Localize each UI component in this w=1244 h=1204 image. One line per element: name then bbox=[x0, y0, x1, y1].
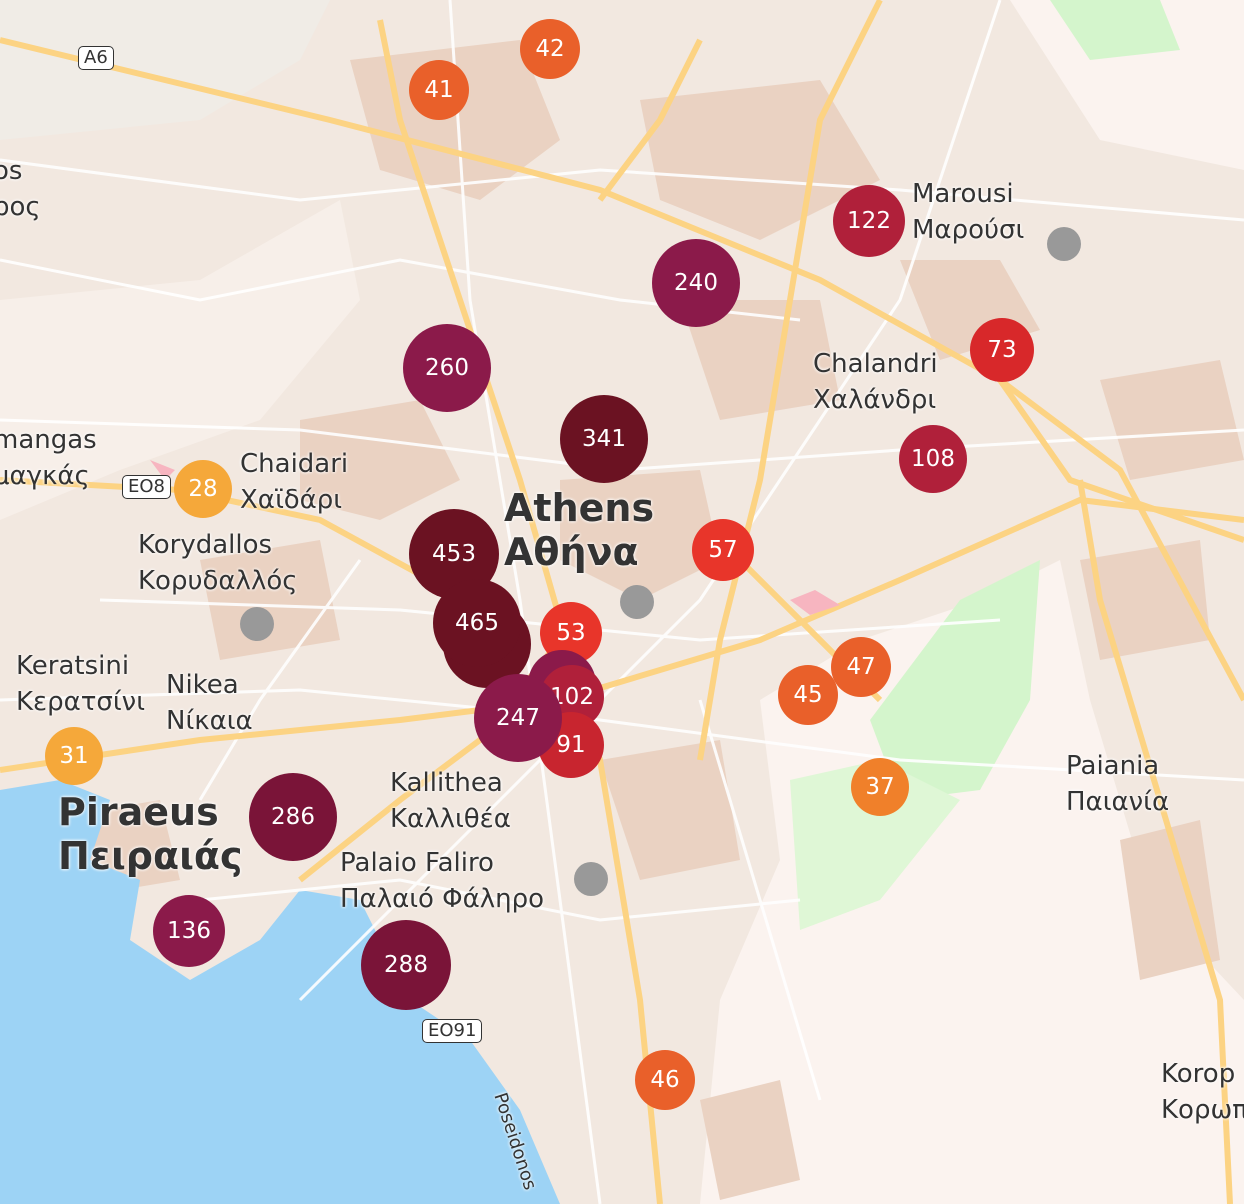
cluster-marker[interactable]: 46 bbox=[635, 1050, 695, 1110]
major-place-label: Athens Αθήνα bbox=[504, 486, 654, 574]
place-label: Palaio Faliro Παλαιό Φάληρο bbox=[340, 845, 544, 917]
place-name-local: μαγκάς bbox=[0, 461, 90, 491]
cluster-count: 37 bbox=[865, 774, 895, 800]
cluster-count: 31 bbox=[59, 743, 89, 769]
place-name-en: Kallithea bbox=[390, 768, 503, 798]
place-name-local: Αθήνα bbox=[504, 530, 639, 574]
cluster-count: 288 bbox=[384, 952, 428, 978]
cluster-marker[interactable]: 286 bbox=[249, 773, 337, 861]
major-place-label: Piraeus Πειραιάς bbox=[58, 790, 243, 878]
place-name-en: Keratsini bbox=[16, 651, 130, 681]
place-label: Paiania Παιανία bbox=[1066, 748, 1169, 820]
place-name-en: Chalandri bbox=[813, 349, 938, 379]
place-label: os ρος bbox=[0, 153, 41, 225]
place-name-en: Chaidari bbox=[240, 449, 349, 479]
cluster-marker[interactable]: 247 bbox=[474, 674, 562, 762]
place-name-local: Χαϊδάρι bbox=[240, 485, 343, 515]
station-marker[interactable] bbox=[1047, 227, 1081, 261]
cluster-count: 53 bbox=[556, 620, 586, 646]
cluster-count: 41 bbox=[424, 77, 454, 103]
cluster-marker[interactable]: 37 bbox=[851, 758, 909, 816]
place-label: Kallithea Καλλιθέα bbox=[390, 765, 511, 837]
place-label: Chaidari Χαϊδάρι bbox=[240, 446, 348, 518]
place-label: Korydallos Κορυδαλλός bbox=[138, 527, 298, 599]
cluster-count: 28 bbox=[188, 476, 218, 502]
cluster-count: 341 bbox=[582, 426, 626, 452]
place-label: Keratsini Κερατσίνι bbox=[16, 648, 145, 720]
cluster-marker[interactable]: 45 bbox=[778, 665, 838, 725]
road-shield: EO91 bbox=[422, 1019, 483, 1043]
cluster-count: 42 bbox=[535, 36, 565, 62]
place-name-local: Πειραιάς bbox=[58, 834, 243, 878]
cluster-marker[interactable]: 73 bbox=[970, 318, 1034, 382]
place-name-en: Marousi bbox=[912, 179, 1014, 209]
place-name-en: Athens bbox=[504, 486, 655, 530]
place-name-local: Νίκαια bbox=[166, 706, 253, 736]
cluster-marker[interactable]: 465 bbox=[433, 579, 521, 667]
place-name-en: Piraeus bbox=[58, 790, 219, 834]
cluster-marker[interactable]: 341 bbox=[560, 395, 648, 483]
cluster-marker[interactable]: 57 bbox=[692, 519, 754, 581]
road-shield: EO8 bbox=[122, 475, 171, 499]
cluster-marker[interactable]: 31 bbox=[45, 727, 103, 785]
cluster-marker[interactable]: 47 bbox=[831, 637, 891, 697]
cluster-marker[interactable]: 122 bbox=[833, 185, 905, 257]
place-name-local: Καλλιθέα bbox=[390, 804, 511, 834]
cluster-count: 240 bbox=[674, 270, 718, 296]
cluster-count: 47 bbox=[846, 654, 876, 680]
place-name-local: Παιανία bbox=[1066, 787, 1170, 817]
cluster-count: 91 bbox=[556, 732, 586, 758]
cluster-marker[interactable]: 240 bbox=[652, 239, 740, 327]
cluster-count: 465 bbox=[455, 610, 499, 636]
cluster-count: 247 bbox=[496, 705, 540, 731]
place-label: Nikea Νίκαια bbox=[166, 667, 253, 739]
cluster-count: 136 bbox=[167, 918, 211, 944]
station-marker[interactable] bbox=[620, 585, 654, 619]
place-name-en: mangas bbox=[0, 425, 97, 455]
place-name-local: Κορωπ bbox=[1161, 1095, 1244, 1125]
road-shield: A6 bbox=[78, 46, 114, 70]
cluster-count: 260 bbox=[425, 355, 469, 381]
station-marker[interactable] bbox=[574, 862, 608, 896]
place-name-local: Παλαιό Φάληρο bbox=[340, 884, 545, 914]
place-name-en: Palaio Faliro bbox=[340, 848, 494, 878]
cluster-count: 286 bbox=[271, 804, 315, 830]
place-name-en: Korop bbox=[1161, 1059, 1236, 1089]
cluster-marker[interactable]: 42 bbox=[520, 19, 580, 79]
place-name-local: Μαρούσι bbox=[912, 215, 1025, 245]
place-label: Korop Κορωπ bbox=[1161, 1056, 1244, 1128]
cluster-count: 46 bbox=[650, 1067, 680, 1093]
place-label: Marousi Μαρούσι bbox=[912, 176, 1024, 248]
cluster-marker[interactable]: 136 bbox=[153, 895, 225, 967]
place-name-en: os bbox=[0, 156, 23, 186]
cluster-count: 57 bbox=[708, 537, 738, 563]
cluster-marker[interactable]: 260 bbox=[403, 324, 491, 412]
place-label: Chalandri Χαλάνδρι bbox=[813, 346, 938, 418]
cluster-marker[interactable]: 108 bbox=[899, 425, 967, 493]
station-marker[interactable] bbox=[240, 607, 274, 641]
place-name-local: Κορυδαλλός bbox=[138, 566, 298, 596]
cluster-count: 108 bbox=[911, 446, 955, 472]
place-name-local: Κερατσίνι bbox=[16, 687, 145, 717]
place-name-en: Korydallos bbox=[138, 530, 273, 560]
place-name-local: Χαλάνδρι bbox=[813, 385, 937, 415]
cluster-count: 122 bbox=[847, 208, 891, 234]
cluster-marker[interactable]: 288 bbox=[361, 920, 451, 1010]
cluster-count: 45 bbox=[793, 682, 823, 708]
cluster-count: 453 bbox=[432, 541, 476, 567]
cluster-marker[interactable]: 28 bbox=[174, 460, 232, 518]
cluster-count: 73 bbox=[987, 337, 1017, 363]
cluster-marker[interactable]: 41 bbox=[409, 60, 469, 120]
place-name-en: Paiania bbox=[1066, 751, 1160, 781]
place-label: mangas μαγκάς bbox=[0, 422, 97, 494]
place-name-local: ρος bbox=[0, 192, 41, 222]
place-name-en: Nikea bbox=[166, 670, 239, 700]
